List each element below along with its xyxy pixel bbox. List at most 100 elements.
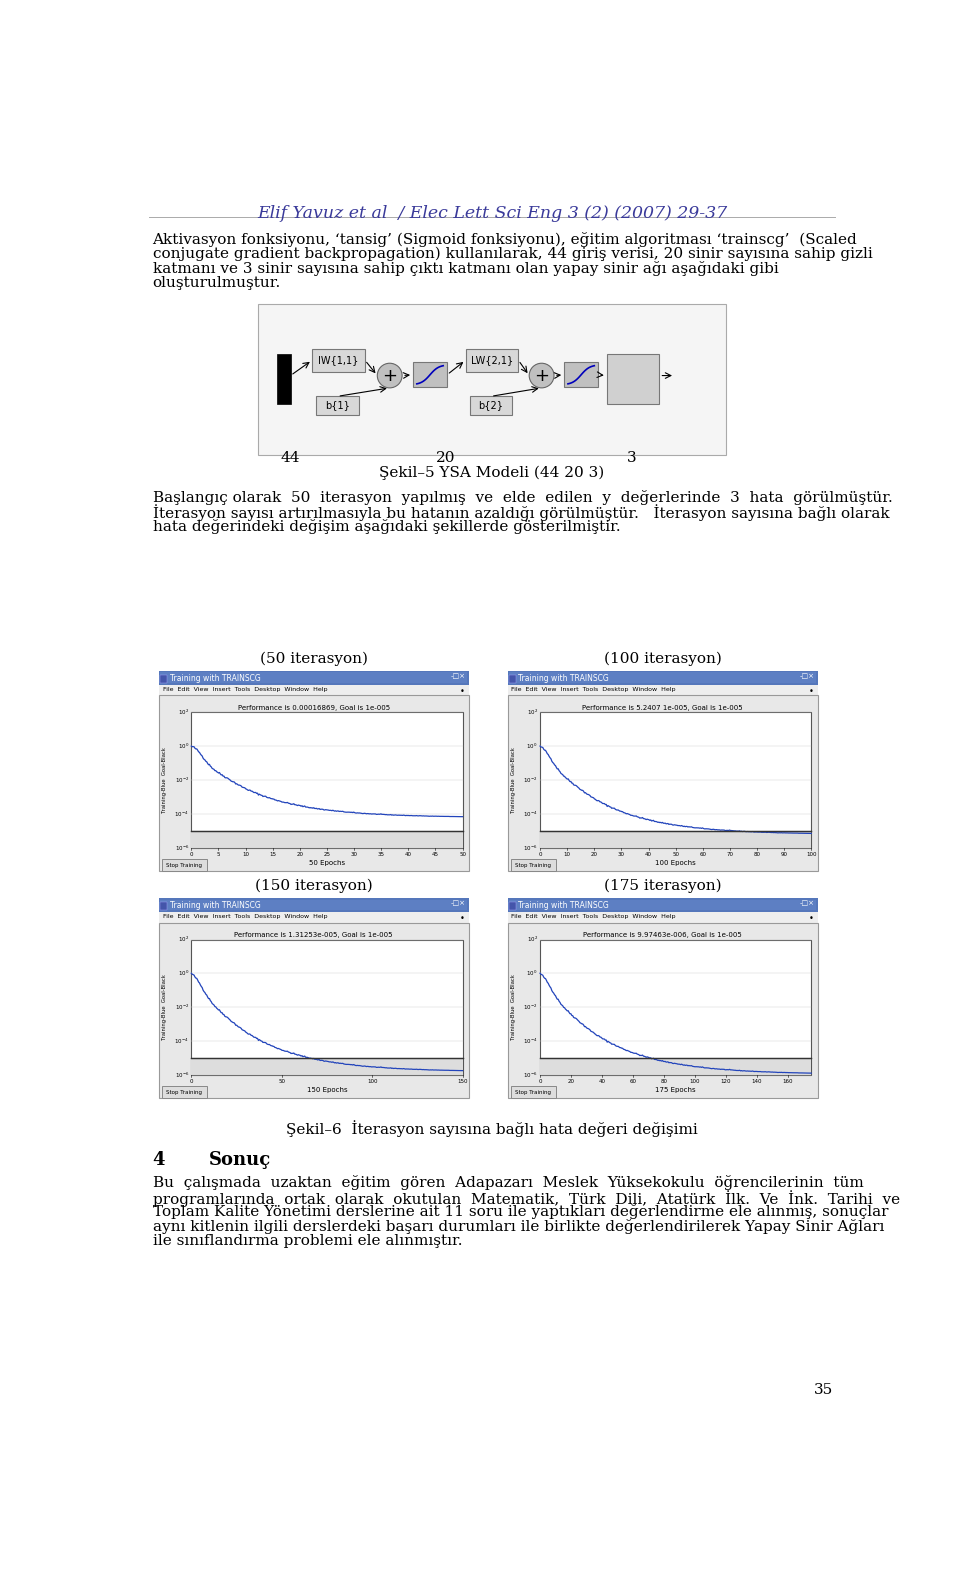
Text: 50 Epochs: 50 Epochs [309,860,345,866]
Text: •: • [808,687,814,697]
Text: 45: 45 [432,852,439,856]
Text: 70: 70 [727,852,733,856]
Text: 35: 35 [377,852,385,856]
Text: 50: 50 [672,852,679,856]
Text: -□×: -□× [450,901,466,907]
Bar [540,713,811,848]
Text: Stop Training: Stop Training [516,863,551,867]
Bar [564,362,598,387]
Text: Training with TRAINSCG: Training with TRAINSCG [518,901,609,910]
Bar [160,902,167,910]
Text: Sonuç: Sonuç [209,1150,272,1169]
Text: Aktivasyon fonksiyonu, ‘tansig’ (Sigmoid fonksiyonu), eğitim algoritması ‘trains: Aktivasyon fonksiyonu, ‘tansig’ (Sigmoid… [153,232,857,246]
Text: 80: 80 [660,1079,667,1084]
Text: $10^{-4}$: $10^{-4}$ [523,1036,538,1046]
Text: •: • [808,915,814,923]
Text: b{2}: b{2} [478,401,503,411]
Bar [508,672,818,684]
Bar [509,675,516,683]
Text: İterasyon sayısı artırılmasıyla bu hatanın azaldığı görülmüştür.   İterasyon say: İterasyon sayısı artırılmasıyla bu hatan… [153,504,889,521]
Bar [158,923,468,1098]
Text: Performance is 9.97463e-006, Goal is 1e-005: Performance is 9.97463e-006, Goal is 1e-… [583,932,742,939]
Text: Elif Yavuz et al  / Elec Lett Sci Eng 3 (2) (2007) 29-37: Elif Yavuz et al / Elec Lett Sci Eng 3 (… [257,205,727,223]
Bar [508,684,818,695]
Text: 40: 40 [405,852,412,856]
Text: hata değerindeki değişim aşağıdaki şekillerde gösterilmiştir.: hata değerindeki değişim aşağıdaki şekil… [153,520,620,534]
Text: Stop Training: Stop Training [166,1090,203,1095]
Text: 15: 15 [269,852,276,856]
Text: 100: 100 [806,852,817,856]
Text: 4: 4 [153,1150,165,1169]
Text: Training with TRAINSCG: Training with TRAINSCG [518,675,609,683]
Bar [158,695,468,871]
Bar [191,713,463,848]
Text: Training with TRAINSCG: Training with TRAINSCG [170,675,260,683]
Text: Training-Blue  Goal-Black: Training-Blue Goal-Black [162,975,167,1040]
Text: Training-Blue  Goal-Black: Training-Blue Goal-Black [162,747,167,814]
Text: •: • [460,915,465,923]
Text: Training with TRAINSCG: Training with TRAINSCG [170,901,260,910]
Text: conjugate gradient backpropagation) kullanılarak, 44 giriş verisi, 20 sinir sayı: conjugate gradient backpropagation) kull… [153,246,873,261]
Text: 3: 3 [627,452,636,466]
Bar [191,1059,463,1074]
Text: katmanı ve 3 sinir sayısına sahip çıktı katmanı olan yapay sinir ağı aşağıdaki g: katmanı ve 3 sinir sayısına sahip çıktı … [153,261,779,276]
Text: 10: 10 [564,852,570,856]
Text: 120: 120 [721,1079,732,1084]
Bar [508,695,818,871]
Bar [413,362,447,387]
Text: 44: 44 [280,452,300,466]
Text: File  Edit  View  Insert  Tools  Desktop  Window  Help: File Edit View Insert Tools Desktop Wind… [512,687,676,692]
Text: Performance is 0.00016869, Goal is 1e-005: Performance is 0.00016869, Goal is 1e-00… [238,705,390,711]
Text: $10^{2}$: $10^{2}$ [178,935,189,945]
Text: -□×: -□× [800,673,814,679]
Bar [191,940,463,1074]
Text: 150 Epochs: 150 Epochs [306,1087,348,1093]
Bar [508,923,818,1098]
Bar [508,912,818,923]
Text: 40: 40 [598,1079,606,1084]
Text: 0: 0 [539,1079,541,1084]
Text: $10^{-6}$: $10^{-6}$ [175,844,189,853]
Text: 60: 60 [630,1079,636,1084]
Text: Performance is 5.2407 1e-005, Goal is 1e-005: Performance is 5.2407 1e-005, Goal is 1e… [582,705,743,711]
Text: File  Edit  View  Insert  Tools  Desktop  Window  Help: File Edit View Insert Tools Desktop Wind… [162,915,327,920]
Text: 10: 10 [242,852,249,856]
Bar [540,1059,811,1074]
Text: programlarında  ortak  olarak  okutulan  Matematik,  Türk  Dili,  Atatürk  İlk. : programlarında ortak olarak okutulan Mat… [153,1190,900,1207]
Text: $10^{0}$: $10^{0}$ [178,741,189,750]
Text: 20: 20 [567,1079,574,1084]
Text: $10^{-2}$: $10^{-2}$ [175,1003,189,1011]
Bar [511,858,556,871]
Text: 0: 0 [189,852,193,856]
Bar [258,303,726,455]
Bar [509,902,516,910]
Text: Performance is 1.31253e-005, Goal is 1e-005: Performance is 1.31253e-005, Goal is 1e-… [234,932,393,939]
Text: +: + [382,367,397,384]
Text: Stop Training: Stop Training [516,1090,551,1095]
Text: Training-Blue  Goal-Black: Training-Blue Goal-Black [512,975,516,1040]
Text: 140: 140 [752,1079,762,1084]
Text: IW{1,1}: IW{1,1} [319,356,359,365]
Bar [160,899,468,910]
Text: (175 iterasyon): (175 iterasyon) [604,878,721,893]
Text: 25: 25 [324,852,330,856]
Text: (150 iterasyon): (150 iterasyon) [254,878,372,893]
Bar [508,897,818,912]
Bar [191,831,463,848]
Text: 30: 30 [618,852,625,856]
Bar [158,672,468,684]
Text: Training-Blue  Goal-Black: Training-Blue Goal-Black [512,747,516,814]
Bar [509,899,816,910]
Text: 60: 60 [699,852,707,856]
Text: 90: 90 [780,852,787,856]
Text: 80: 80 [754,852,760,856]
Text: 40: 40 [645,852,652,856]
Text: +: + [534,367,549,384]
Bar [511,1085,556,1098]
Text: $10^{-4}$: $10^{-4}$ [175,1036,189,1046]
Text: 5: 5 [217,852,220,856]
Bar [316,397,359,416]
Text: -□×: -□× [800,901,814,907]
Text: $10^{-2}$: $10^{-2}$ [523,776,538,785]
Text: $10^{-2}$: $10^{-2}$ [523,1003,538,1011]
